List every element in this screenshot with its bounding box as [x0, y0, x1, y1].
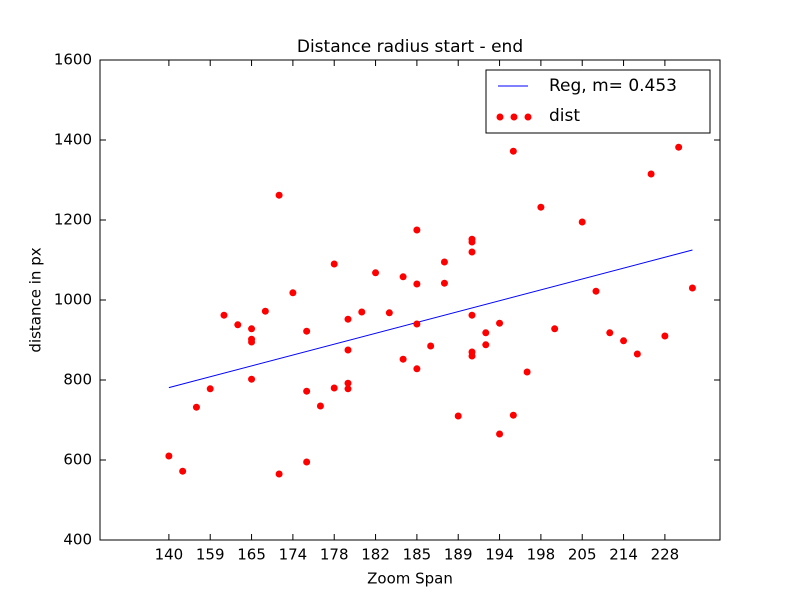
scatter-point [509, 411, 517, 419]
x-tick-label: 189 [444, 546, 473, 564]
scatter-point [440, 258, 448, 266]
scatter-point [537, 203, 545, 211]
scatter-point [358, 308, 366, 316]
plot-frame [99, 59, 721, 541]
scatter-point [620, 337, 628, 345]
scatter-point [399, 273, 407, 281]
scatter-point [248, 375, 256, 383]
scatter-point [468, 311, 476, 319]
legend-box [485, 69, 711, 134]
legend-label: Reg, m= 0.453 [549, 76, 677, 96]
x-tick-label: 194 [485, 546, 514, 564]
scatter-point [496, 430, 504, 438]
y-tick-label: 1200 [54, 211, 92, 229]
scatter-point [578, 218, 586, 226]
scatter-point [413, 280, 421, 288]
scatter-point [385, 309, 393, 317]
scatter-point [344, 379, 352, 387]
scatter-point [165, 452, 173, 460]
scatter-point [647, 170, 655, 178]
scatter-point [220, 311, 228, 319]
y-tick-label: 800 [63, 371, 92, 389]
scatter-point [330, 260, 338, 268]
y-tick-label: 400 [63, 531, 92, 549]
scatter-point [192, 403, 200, 411]
scatter-point [206, 385, 214, 393]
scatter-point [399, 355, 407, 363]
chart-title: Distance radius start - end [297, 37, 523, 57]
legend-swatch [510, 113, 518, 121]
scatter-point [427, 342, 435, 350]
scatter-point [303, 458, 311, 466]
scatter-point [413, 320, 421, 328]
scatter-point [440, 279, 448, 287]
legend-swatch [524, 113, 532, 121]
x-tick-label: 178 [320, 546, 349, 564]
scatter-point [633, 350, 641, 358]
y-tick-label: 1000 [54, 291, 92, 309]
scatter-point [688, 284, 696, 292]
x-tick-label: 214 [609, 546, 638, 564]
scatter-point [496, 319, 504, 327]
scatter-point [275, 470, 283, 478]
scatter-point [372, 269, 380, 277]
scatter-point [303, 327, 311, 335]
legend-label: dist [549, 106, 580, 126]
scatter-point [330, 384, 338, 392]
scatter-point [482, 329, 490, 337]
scatter-point [248, 325, 256, 333]
scatter-point [248, 338, 256, 346]
scatter-point [592, 287, 600, 295]
scatter-point [344, 315, 352, 323]
x-tick-label: 185 [403, 546, 432, 564]
x-tick-label: 159 [196, 546, 225, 564]
scatter-point [468, 352, 476, 360]
scatter-point [454, 412, 462, 420]
scatter-point [344, 385, 352, 393]
scatter-point [179, 467, 187, 475]
scatter-point [413, 365, 421, 373]
scatter-point [661, 332, 669, 340]
scatter-point [468, 238, 476, 246]
scatter-point [523, 368, 531, 376]
y-axis-label: distance in px [27, 247, 45, 352]
scatter-point [275, 191, 283, 199]
x-tick-label: 174 [279, 546, 308, 564]
scatter-point [316, 402, 324, 410]
x-tick-label: 182 [361, 546, 390, 564]
scatter-point [234, 321, 242, 329]
scatter-point [606, 329, 614, 337]
x-tick-label: 198 [527, 546, 556, 564]
scatter-point [344, 346, 352, 354]
scatter-point [551, 325, 559, 333]
x-tick-label: 165 [237, 546, 266, 564]
x-axis-label: Zoom Span [367, 570, 453, 588]
x-tick-label: 228 [651, 546, 680, 564]
x-tick-label: 140 [155, 546, 184, 564]
scatter-point [509, 147, 517, 155]
legend-swatch [496, 113, 504, 121]
scatter-point [289, 289, 297, 297]
scatter-point [413, 226, 421, 234]
regression-line [168, 249, 693, 389]
scatter-point [261, 307, 269, 315]
y-tick-label: 600 [63, 451, 92, 469]
y-tick-label: 1600 [54, 51, 92, 69]
scatter-point [675, 143, 683, 151]
scatter-point [482, 341, 490, 349]
x-tick-label: 205 [568, 546, 597, 564]
y-tick-label: 1400 [54, 131, 92, 149]
scatter-point [468, 248, 476, 256]
scatter-point [303, 387, 311, 395]
